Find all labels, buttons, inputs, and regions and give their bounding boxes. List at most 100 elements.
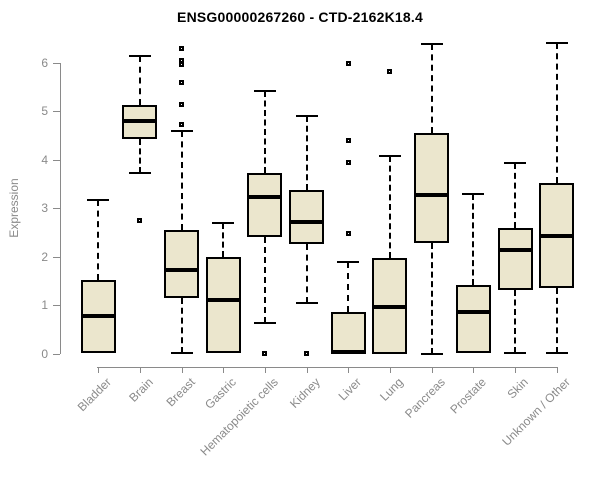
box-liver	[330, 311, 366, 354]
x-axis-tick	[139, 367, 141, 373]
whisker-cap-upper-kidney	[295, 115, 318, 118]
box-gastric	[205, 256, 241, 353]
outlier-liver	[345, 60, 351, 66]
whisker-cap-upper-hematopoietic-cells	[253, 89, 276, 92]
median-breast	[164, 268, 200, 272]
y-tick-label: 3	[41, 201, 48, 216]
x-axis-tick	[431, 367, 433, 373]
outlier-brain	[137, 217, 143, 223]
x-axis-tick	[348, 367, 350, 373]
y-axis-tick	[53, 305, 60, 307]
whisker-upper-liver	[347, 261, 350, 312]
median-skin	[497, 248, 533, 253]
median-liver	[330, 349, 366, 354]
y-tick-label: 1	[41, 298, 48, 313]
whisker-upper-prostate	[472, 193, 475, 285]
whisker-upper-skin	[514, 162, 516, 228]
median-hematopoietic-cells	[247, 195, 283, 200]
y-axis-tick	[53, 208, 60, 210]
median-prostate	[455, 309, 491, 314]
chart-title: ENSG00000267260 - CTD-2162K18.4	[177, 9, 423, 25]
y-tick-label: 0	[41, 347, 48, 361]
whisker-cap-lower-skin	[504, 352, 526, 355]
outlier-liver	[345, 138, 351, 144]
outlier-breast	[179, 57, 185, 63]
median-unknown-other	[539, 234, 575, 239]
whisker-upper-kidney	[305, 116, 308, 190]
whisker-cap-upper-pancreas	[420, 43, 443, 46]
whisker-cap-upper-breast	[170, 129, 193, 132]
outlier-liver	[345, 230, 351, 236]
box-kidney	[289, 189, 325, 244]
whisker-lower-skin	[514, 289, 516, 354]
x-axis-tick	[223, 367, 225, 373]
y-axis-tick	[53, 111, 60, 113]
whisker-upper-hematopoietic-cells	[263, 90, 266, 174]
median-bladder	[80, 314, 116, 319]
whisker-cap-upper-unknown-other	[545, 42, 568, 45]
whisker-lower-pancreas	[430, 242, 433, 354]
outlier-breast	[179, 101, 185, 107]
whisker-cap-upper-skin	[504, 161, 526, 164]
y-axis-line	[60, 62, 61, 354]
y-axis-tick	[53, 354, 60, 355]
outlier-breast	[179, 62, 185, 68]
box-prostate	[455, 284, 491, 353]
x-axis-tick	[264, 367, 266, 373]
whisker-cap-upper-prostate	[462, 192, 485, 195]
x-axis-tick	[515, 367, 516, 373]
x-axis-tick	[306, 367, 308, 373]
median-lung	[372, 304, 408, 309]
whisker-upper-breast	[180, 130, 183, 231]
outlier-lung	[387, 69, 393, 75]
whisker-upper-gastric	[222, 222, 225, 257]
whisker-upper-unknown-other	[555, 43, 558, 183]
x-axis-line	[97, 367, 558, 368]
whisker-upper-lung	[388, 155, 391, 259]
whisker-cap-lower-kidney	[295, 302, 318, 305]
outlier-breast	[179, 79, 185, 85]
outlier-breast	[179, 46, 185, 52]
y-tick-label: 6	[41, 55, 48, 70]
median-brain	[122, 118, 158, 123]
outlier-hematopoietic-cells	[262, 350, 268, 356]
y-tick-label: 2	[41, 249, 48, 264]
x-axis-tick	[556, 367, 558, 373]
outlier-liver	[345, 160, 351, 166]
median-pancreas	[414, 193, 450, 198]
whisker-cap-upper-lung	[378, 154, 401, 157]
x-axis-tick	[389, 367, 391, 373]
whisker-cap-lower-unknown-other	[545, 352, 568, 355]
y-axis-tick	[53, 256, 60, 258]
outlier-breast	[179, 121, 185, 127]
whisker-cap-upper-liver	[337, 260, 360, 263]
median-gastric	[205, 298, 241, 303]
whisker-lower-hematopoietic-cells	[263, 237, 266, 324]
whisker-lower-unknown-other	[555, 288, 558, 354]
whisker-cap-upper-brain	[128, 55, 151, 58]
y-axis-tick	[53, 62, 60, 64]
box-breast	[164, 230, 200, 299]
whisker-cap-upper-bladder	[87, 199, 110, 202]
box-hematopoietic-cells	[247, 173, 283, 238]
whisker-upper-pancreas	[430, 44, 433, 133]
y-axis-label: Expression	[7, 178, 21, 238]
whisker-cap-lower-hematopoietic-cells	[253, 322, 276, 325]
whisker-cap-lower-pancreas	[420, 352, 443, 355]
x-axis-tick	[473, 367, 475, 373]
whisker-cap-upper-gastric	[212, 221, 235, 224]
box-skin	[497, 227, 533, 290]
whisker-upper-bladder	[97, 200, 100, 281]
whisker-cap-lower-brain	[128, 171, 151, 174]
x-axis-tick	[98, 367, 100, 373]
y-axis-tick	[53, 159, 60, 161]
whisker-cap-lower-breast	[170, 352, 193, 355]
whisker-lower-brain	[138, 139, 141, 173]
whisker-lower-breast	[180, 298, 183, 354]
box-pancreas	[414, 132, 450, 243]
x-axis-tick	[181, 367, 183, 373]
outlier-kidney	[304, 350, 310, 356]
median-kidney	[289, 219, 325, 224]
whisker-lower-kidney	[305, 243, 308, 303]
